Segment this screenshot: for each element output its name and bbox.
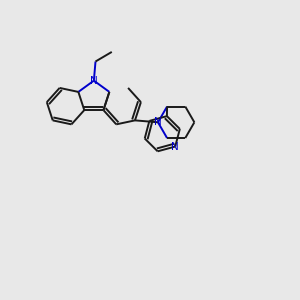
Text: N: N: [154, 117, 162, 127]
Text: N: N: [171, 142, 179, 152]
Text: N: N: [90, 76, 98, 85]
